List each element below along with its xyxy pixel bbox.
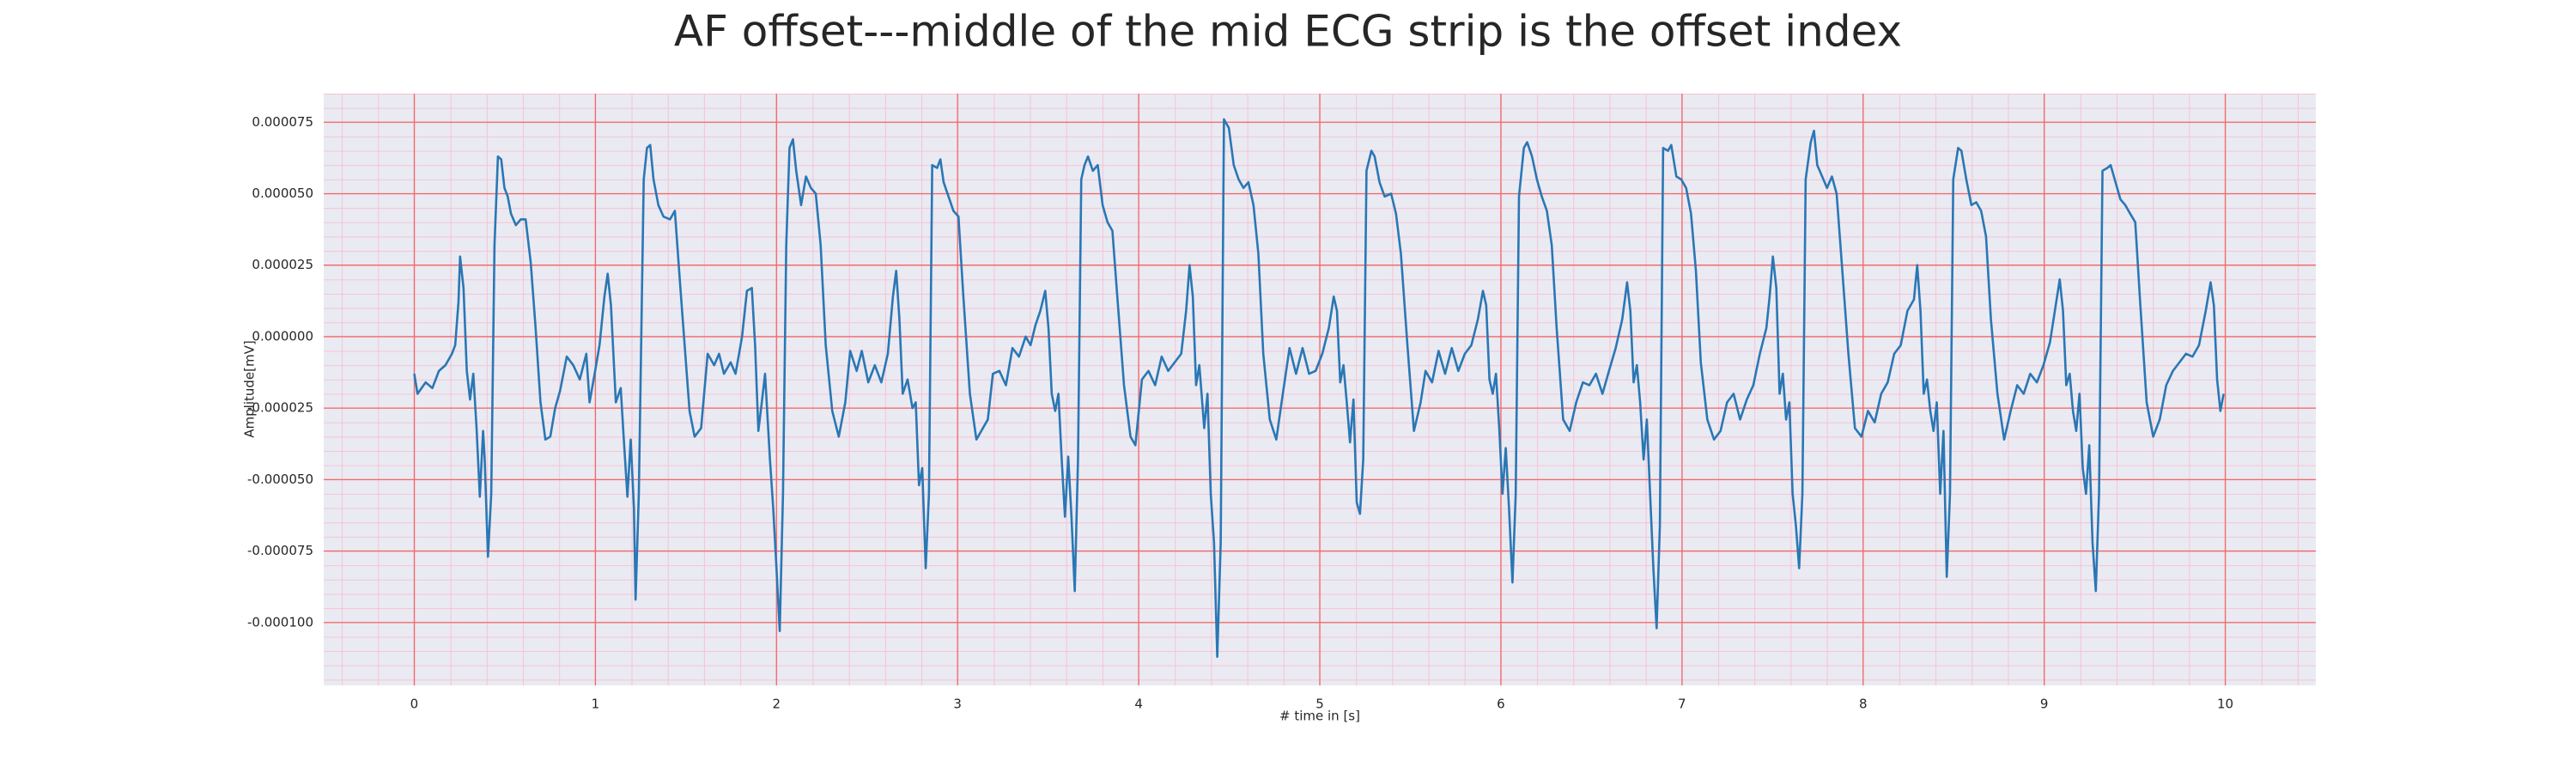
y-tick-label: 0.000050 — [252, 186, 313, 201]
y-tick-label: -0.000025 — [247, 400, 313, 416]
y-tick-label: -0.000075 — [247, 543, 313, 558]
y-tick-label: 0.000075 — [252, 114, 313, 130]
x-tick-label: 4 — [1134, 697, 1143, 712]
y-tick-label: 0.000025 — [252, 257, 313, 272]
x-tick-label: 2 — [772, 697, 781, 712]
chart-title: AF offset---middle of the mid ECG strip … — [674, 7, 1902, 57]
x-axis-label: # time in [s] — [1279, 709, 1360, 724]
x-tick-label: 0 — [410, 697, 419, 712]
x-tick-label: 5 — [1315, 697, 1324, 712]
x-tick-label: 9 — [2040, 697, 2049, 712]
y-tick-label: 0.000000 — [252, 328, 313, 344]
y-tick-label: -0.000050 — [247, 472, 313, 487]
x-tick-label: 7 — [1678, 697, 1686, 712]
x-tick-label: 1 — [592, 697, 600, 712]
y-tick-label: -0.000100 — [247, 614, 313, 630]
y-axis-label: Amplitude[mV] — [242, 340, 258, 437]
x-tick-label: 6 — [1497, 697, 1505, 712]
x-tick-label: 8 — [1859, 697, 1868, 712]
x-tick-label: 3 — [953, 697, 962, 712]
x-tick-label: 10 — [2217, 697, 2233, 712]
ecg-line — [413, 118, 2225, 659]
